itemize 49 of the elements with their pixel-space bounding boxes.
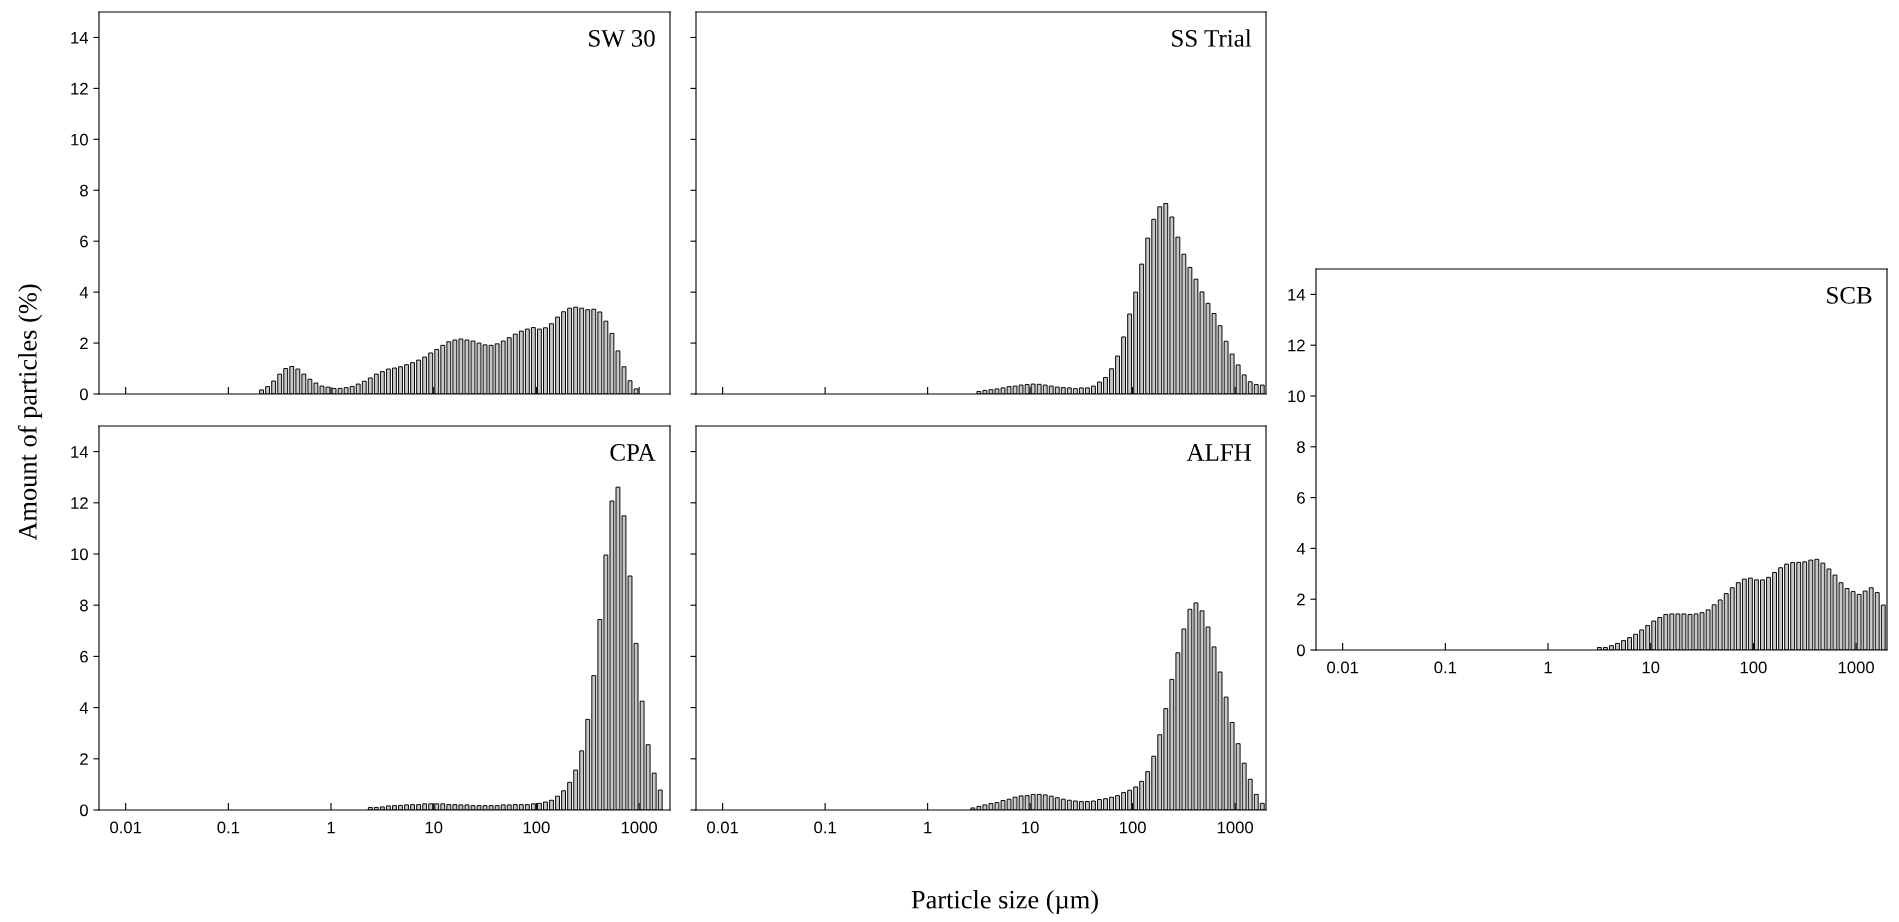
y-tick-label: 2 [80, 337, 88, 350]
text: ALFH [1186, 444, 1252, 461]
y-tick-label: 14 [71, 446, 89, 458]
y-tick-label: 2 [1297, 593, 1305, 606]
text: SCB [1827, 286, 1872, 304]
y-tick-label: 14 [71, 32, 89, 44]
y-tick-label: 12 [71, 82, 88, 95]
y-tick-label: 8 [80, 599, 88, 612]
y-tick-label: 6 [1297, 492, 1305, 504]
x-tick-label: 1 [1544, 661, 1552, 674]
text: SS Trial [1172, 29, 1252, 47]
y-tick-label: 12 [1288, 339, 1305, 352]
y-tick-label: 4 [79, 286, 89, 299]
x-tick-label: 1000 [1217, 821, 1254, 834]
y-tick-label: 6 [80, 235, 88, 248]
x-tick-label: 1000 [1838, 661, 1874, 674]
y-tick-label: 12 [71, 497, 88, 509]
y-tick-label: 0 [79, 804, 88, 817]
x-tick-label: 0.1 [217, 821, 240, 834]
y-tick-label: 4 [79, 702, 89, 714]
y-tick-label: 10 [71, 548, 88, 561]
y-tick-label: 6 [80, 650, 88, 663]
x-tick-label: 10 [1642, 661, 1660, 674]
y-tick-label: 8 [80, 184, 88, 197]
y-tick-label: 0 [1296, 644, 1305, 657]
y-tick-label: 0 [79, 388, 88, 401]
x-tick-label: 100 [523, 821, 550, 834]
x-axis-title: Particle size (µm) [911, 890, 1098, 914]
y-axis-title: Amount of particles (%) [17, 284, 43, 541]
x-tick-label: 10 [425, 821, 443, 834]
x-tick-label: 1 [924, 821, 932, 834]
x-tick-label: 0.01 [707, 821, 739, 834]
x-tick-label: 0.01 [110, 821, 142, 834]
x-tick-label: 0.01 [1327, 661, 1359, 674]
y-tick-label: 10 [1288, 390, 1305, 403]
text: CPA [610, 444, 656, 461]
y-tick-label: 8 [1297, 441, 1305, 453]
x-tick-label: 1000 [621, 821, 657, 834]
text: SW 30 [589, 29, 655, 47]
x-tick-label: 100 [1120, 821, 1146, 834]
x-tick-label: 0.1 [1434, 661, 1457, 674]
y-tick-label: 4 [1296, 542, 1306, 555]
x-tick-label: 10 [1022, 821, 1039, 834]
x-tick-label: 100 [1740, 661, 1767, 674]
y-tick-label: 14 [1288, 288, 1306, 301]
x-tick-label: 0.1 [814, 821, 836, 834]
x-tick-label: 1 [327, 821, 335, 834]
y-tick-label: 10 [71, 133, 88, 146]
y-tick-label: 2 [80, 753, 88, 765]
